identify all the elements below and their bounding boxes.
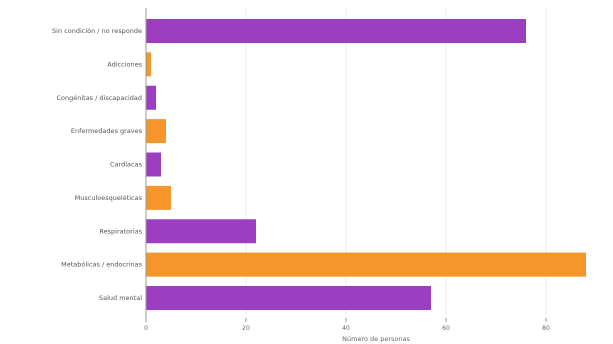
bar-1 <box>146 52 151 77</box>
bar-8 <box>146 286 431 310</box>
x-tick-label-1: 20 <box>242 325 250 332</box>
x-tick-label-3: 60 <box>442 325 450 332</box>
category-label-5: Musculoesqueléticas <box>75 194 143 202</box>
bar-2 <box>146 85 156 110</box>
category-label-1: Adicciones <box>107 60 142 68</box>
bars <box>146 19 586 310</box>
bar-4 <box>146 152 161 177</box>
bar-3 <box>146 119 166 144</box>
x-tick-label-4: 80 <box>542 325 550 332</box>
category-labels: Sin condición / no responde Adicciones Con… <box>52 27 143 302</box>
category-label-6: Respiratorias <box>99 227 142 235</box>
x-tick-label-2: 40 <box>342 325 350 332</box>
category-label-3: Enfermedades graves <box>71 127 143 135</box>
category-label-7: Metabólicas / endocrinas <box>61 261 142 269</box>
category-label-0: Sin condición / no responde <box>52 27 142 35</box>
category-label-4: Cardíacas <box>110 161 143 169</box>
category-label-2: Congénitas / discapacidad <box>56 94 142 102</box>
x-tick-label-0: 0 <box>144 325 148 332</box>
category-label-8: Salud mental <box>99 294 142 302</box>
bar-5 <box>146 185 171 210</box>
bar-6 <box>146 219 256 244</box>
x-axis-title: Número de personas <box>342 335 410 343</box>
x-axis-ticks: 0 20 40 60 80 <box>144 318 550 332</box>
bar-7 <box>146 252 586 277</box>
bar-0 <box>146 19 526 43</box>
